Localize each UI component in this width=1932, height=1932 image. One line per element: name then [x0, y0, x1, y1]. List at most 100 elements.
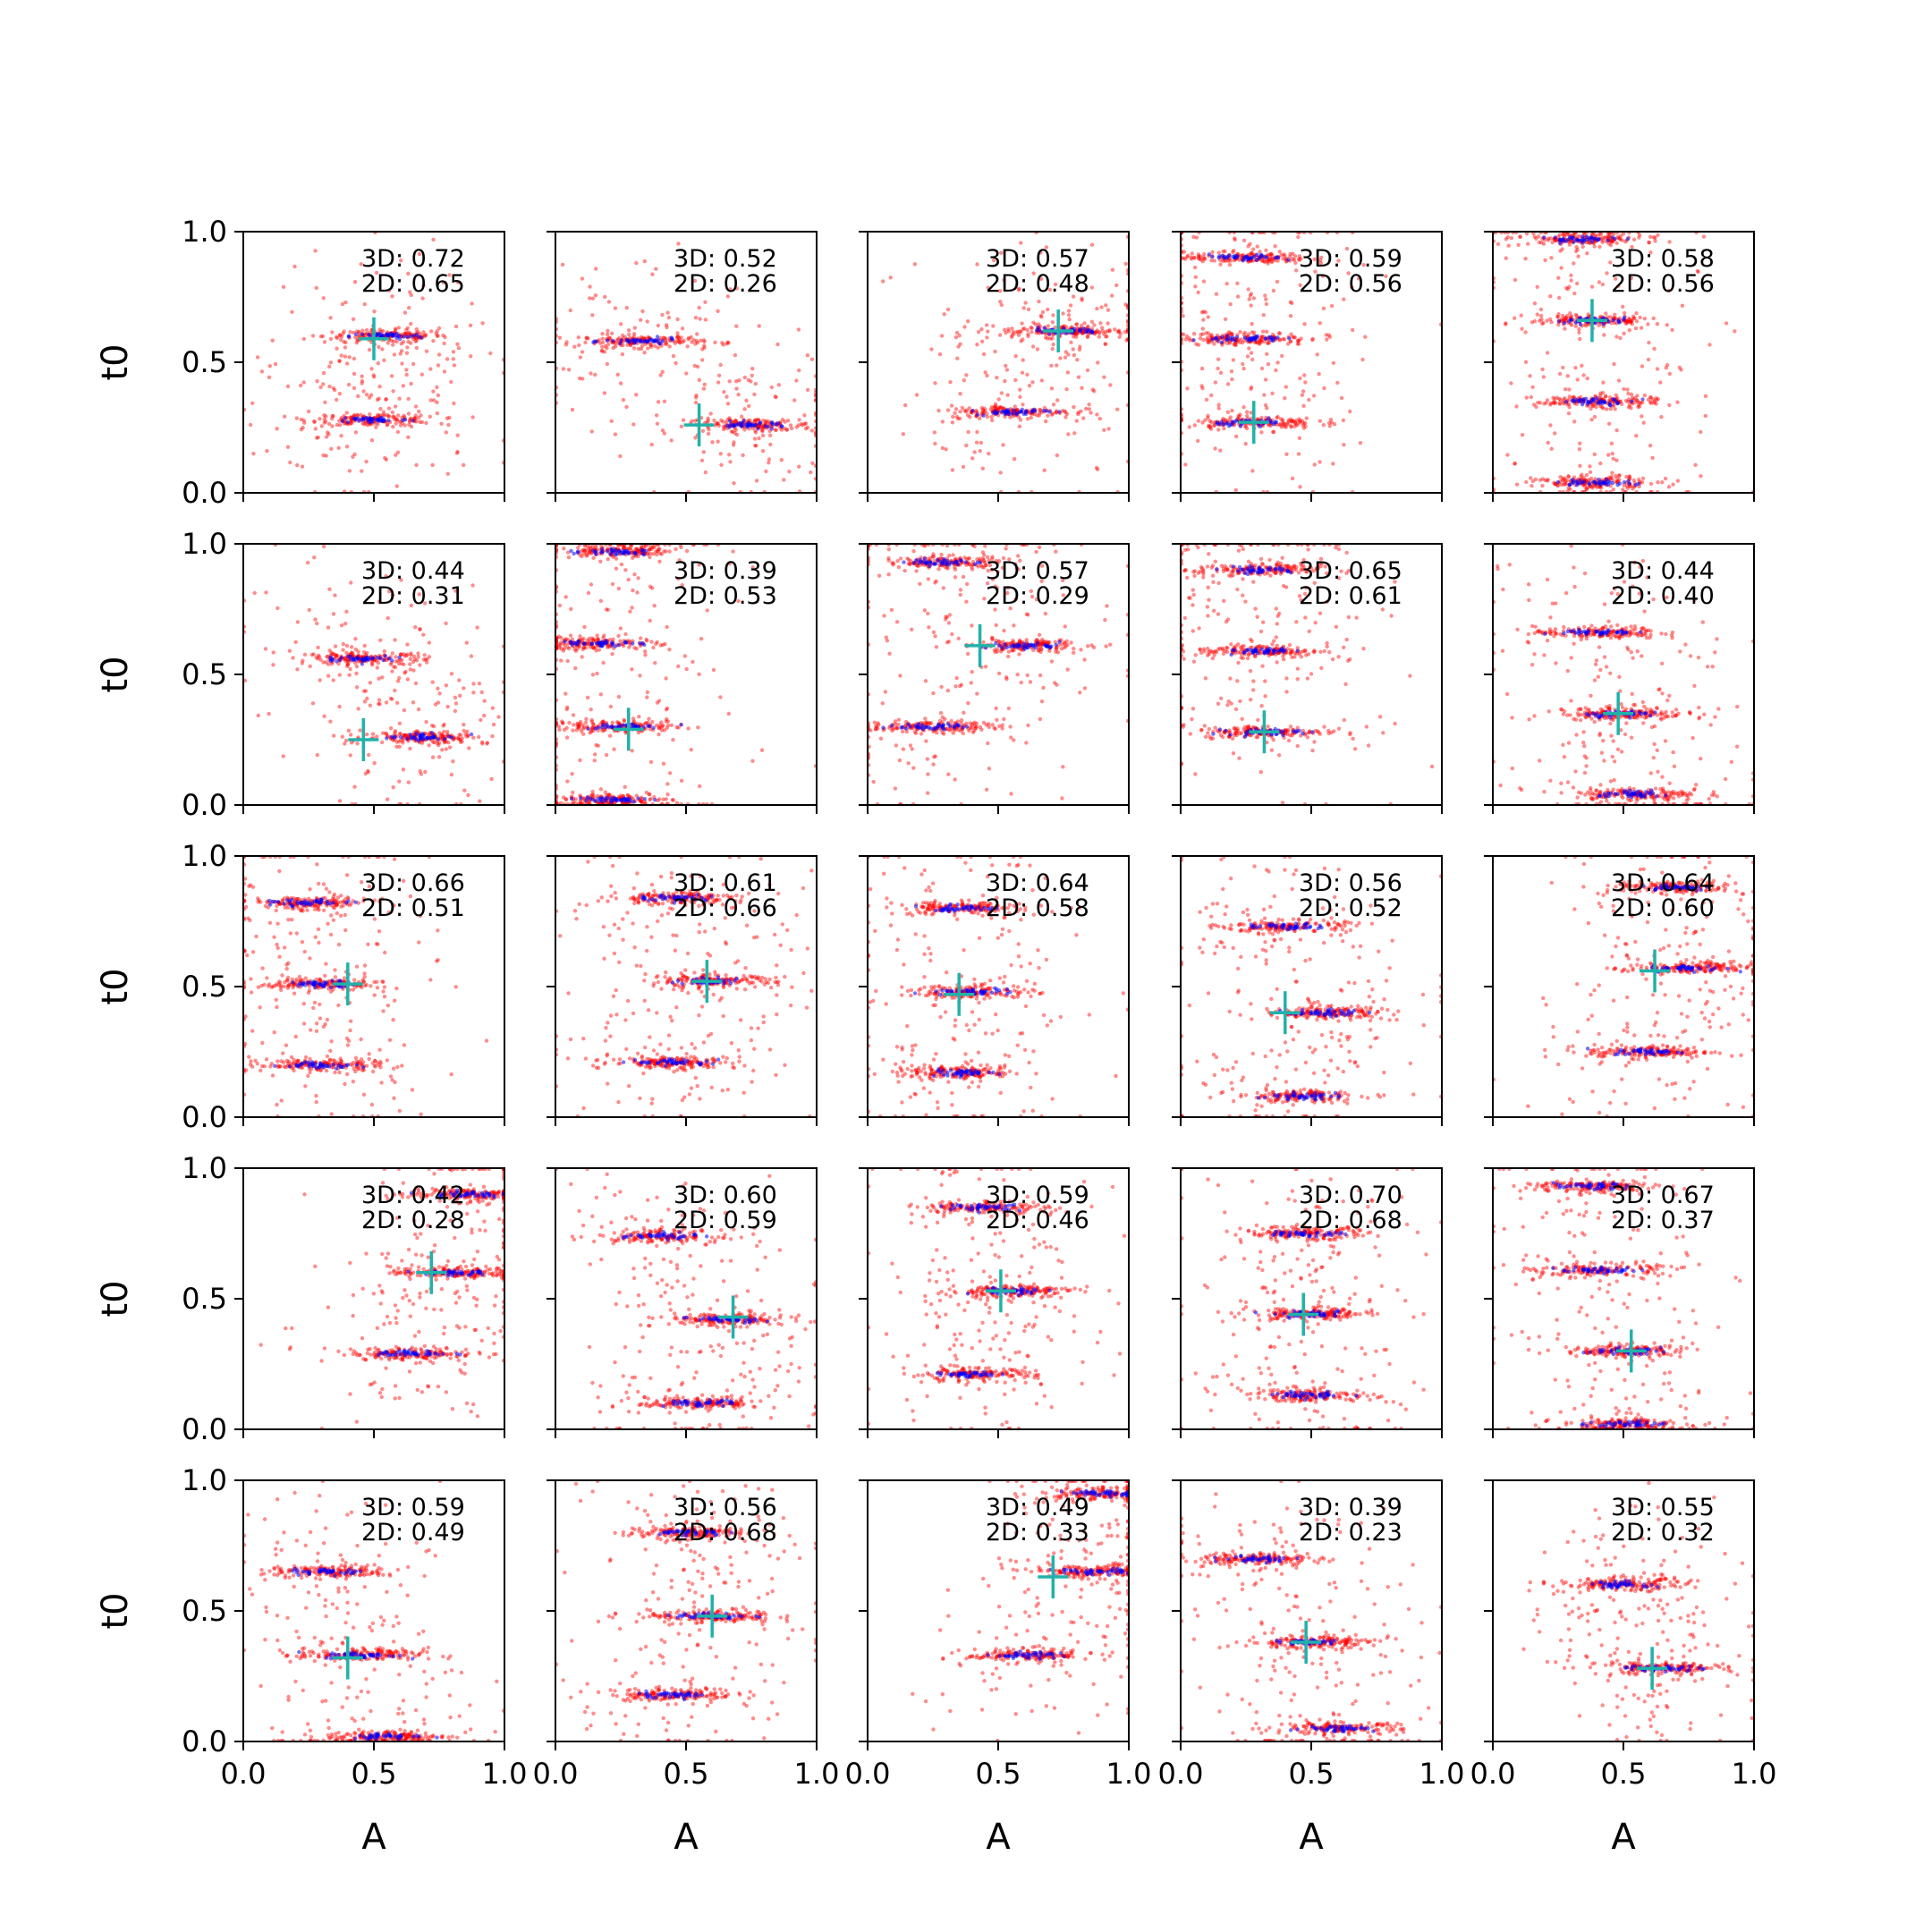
sample-point-3d	[1221, 258, 1225, 264]
sample-point-3d	[631, 335, 636, 339]
sample-point-3d	[324, 660, 328, 665]
sample-point-2d	[1582, 479, 1587, 484]
sample-point-3d	[1605, 271, 1609, 275]
sample-point-3d	[1298, 419, 1302, 424]
sample-point-3d	[361, 689, 367, 693]
sample-point-2d	[1057, 410, 1062, 414]
sample-point-2d	[408, 335, 413, 339]
sample-point-3d	[580, 350, 585, 354]
sample-point-3d	[368, 412, 372, 417]
sample-point-3d	[1063, 409, 1067, 413]
sample-point-3d	[1199, 384, 1204, 388]
sample-point-2d	[343, 416, 347, 420]
sample-point-3d	[1563, 387, 1568, 392]
sample-point-3d	[1097, 335, 1102, 339]
sample-point-3d	[359, 412, 363, 417]
sample-point-3d	[391, 389, 395, 394]
sample-point-3d	[398, 738, 403, 742]
sample-point-3d	[458, 693, 462, 698]
sample-point-3d	[609, 419, 614, 423]
sample-point-3d	[636, 576, 640, 580]
sample-point-3d	[986, 285, 990, 290]
sample-point-3d	[440, 733, 445, 738]
sample-point-3d	[685, 344, 690, 349]
sample-point-3d	[331, 651, 335, 656]
sample-point-3d	[1054, 411, 1059, 415]
sample-point-3d	[1285, 342, 1291, 346]
sample-point-3d	[1200, 259, 1206, 264]
sample-point-3d	[1635, 394, 1640, 398]
sample-point-3d	[1540, 367, 1545, 372]
sample-point-3d	[698, 784, 702, 789]
sample-point-3d	[1318, 258, 1323, 263]
sample-point-3d	[1075, 358, 1080, 362]
sample-point-3d	[565, 638, 571, 642]
sample-point-3d	[606, 644, 612, 649]
sample-point-3d	[774, 428, 778, 432]
sample-point-3d	[363, 689, 369, 693]
sample-point-3d	[612, 747, 616, 751]
sample-point-3d	[1606, 453, 1611, 457]
sample-point-3d	[1082, 321, 1087, 326]
sample-point-3d	[1614, 473, 1618, 479]
sample-point-3d	[1087, 407, 1092, 411]
sample-point-3d	[316, 653, 321, 657]
sample-point-3d	[616, 794, 621, 800]
sample-point-3d	[1207, 424, 1211, 428]
sample-point-2d	[728, 419, 733, 424]
sample-point-3d	[1010, 326, 1014, 331]
sample-point-3d	[1061, 311, 1065, 316]
sample-point-3d	[1227, 262, 1233, 267]
sample-point-3d	[1611, 232, 1616, 236]
sample-point-2d	[379, 333, 385, 337]
sample-point-3d	[557, 727, 562, 732]
sample-point-3d	[677, 558, 682, 563]
sample-point-3d	[752, 436, 758, 441]
sample-point-3d	[1541, 375, 1546, 379]
sample-point-3d	[759, 748, 765, 752]
sample-point-3d	[1637, 404, 1642, 409]
sample-point-3d	[1549, 320, 1554, 325]
sample-point-2d	[1272, 422, 1276, 427]
sample-point-3d	[1578, 463, 1582, 468]
sample-point-3d	[647, 547, 651, 552]
sample-point-3d	[691, 337, 696, 343]
sample-point-3d	[1018, 387, 1022, 392]
sample-point-3d	[957, 334, 962, 338]
sample-point-3d	[348, 666, 352, 672]
sample-point-3d	[370, 663, 375, 667]
sample-point-3d	[1212, 258, 1216, 263]
sample-point-3d	[1575, 234, 1580, 239]
sample-point-3d	[457, 733, 462, 737]
sample-point-2d	[752, 423, 757, 428]
sample-point-3d	[1586, 322, 1591, 327]
sample-point-3d	[1564, 478, 1569, 483]
sample-point-3d	[402, 310, 408, 315]
sample-point-3d	[1046, 413, 1050, 418]
sample-point-3d	[1035, 347, 1040, 352]
sample-point-3d	[1224, 282, 1229, 286]
sample-point-3d	[384, 397, 388, 402]
sample-point-2d	[1580, 237, 1586, 242]
sample-point-3d	[679, 424, 684, 428]
sample-point-3d	[1630, 318, 1634, 323]
sample-point-3d	[1071, 347, 1075, 352]
sample-point-3d	[440, 748, 445, 752]
sample-point-3d	[657, 725, 661, 730]
sample-point-3d	[1263, 377, 1268, 382]
sample-point-2d	[383, 654, 388, 658]
sample-point-3d	[1586, 485, 1590, 490]
sample-point-3d	[1037, 331, 1042, 335]
sample-point-3d	[675, 335, 680, 339]
y-tick-label: 0.0	[182, 788, 227, 822]
sample-point-3d	[657, 723, 662, 727]
sample-point-3d	[1188, 338, 1192, 343]
sample-point-3d	[742, 428, 747, 432]
sample-point-3d	[1025, 327, 1030, 333]
sample-point-3d	[408, 419, 412, 424]
sample-point-3d	[662, 728, 667, 733]
sample-point-2d	[1625, 236, 1631, 242]
sample-point-3d	[431, 389, 436, 394]
sample-point-3d	[1584, 487, 1589, 491]
sample-point-3d	[267, 711, 271, 716]
